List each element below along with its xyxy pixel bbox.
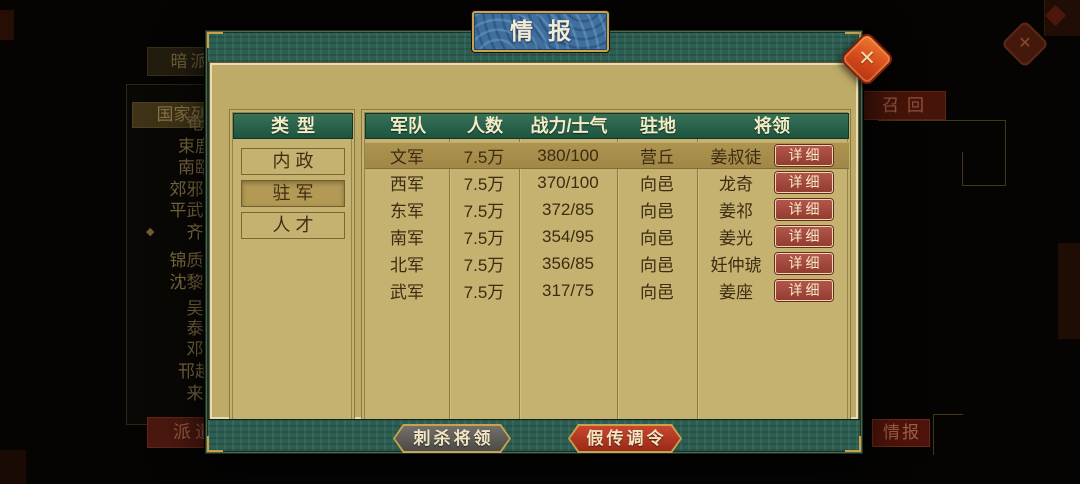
detail-button[interactable]: 详细 [775,280,833,301]
column-divider [617,139,618,444]
recall-button: 召回 [860,91,946,120]
detail-button[interactable]: 详细 [775,253,833,274]
country-item: 邗越 [178,362,212,381]
country-item: 泰 [186,319,204,338]
column-header-station: 驻地 [640,116,676,136]
country-item-selected: 齐 [186,223,204,242]
army-name: 文军 [390,148,424,167]
dialog-corner-ornament [845,436,861,452]
type-panel-header: 类型 [233,113,353,139]
table-row[interactable]: 北军 7.5万 356/85 向邑 妊仲琥 详细 [365,250,849,277]
table-row[interactable]: 文军 7.5万 380/100 营丘 姜叔徒 详细 [365,142,849,169]
scene-decor [0,10,14,40]
dialog-corner-ornament [207,32,223,48]
column-divider [519,139,520,444]
station: 向邑 [640,256,674,275]
intel-dialog: 类型 内政 驻军 人才 军队 人数 战力/士气 驻地 将领 [205,30,863,454]
column-header-power-morale: 战力/士气 [530,116,608,136]
general-name: 龙奇 [719,175,753,194]
dialog-title: 情报 [510,18,586,44]
column-divider [697,139,698,444]
general-name: 姜座 [719,283,753,302]
power-morale: 380/100 [537,145,599,165]
station: 向邑 [640,283,674,302]
troop-count: 7.5万 [463,256,505,275]
type-option-talent[interactable]: 人才 [241,212,345,239]
scene-decor [0,450,26,484]
dialog-body: 类型 内政 驻军 人才 军队 人数 战力/士气 驻地 将领 [210,63,858,447]
army-table-rows: 文军 7.5万 380/100 营丘 姜叔徒 详细 西军 7.5万 370/10… [365,142,849,304]
country-item: 奄 [186,114,204,133]
troop-count: 7.5万 [463,175,505,194]
troop-count: 7.5万 [463,283,505,302]
country-item: 吴 [186,299,204,318]
station: 向邑 [640,202,674,221]
column-header-army: 军队 [390,116,426,136]
army-name: 武军 [390,283,424,302]
station: 营丘 [640,148,674,167]
table-row[interactable]: 武军 7.5万 317/75 向邑 姜座 详细 [365,277,849,304]
selected-country-marker-icon: ◆ [146,226,155,238]
column-header-general: 将领 [754,116,790,136]
table-header-row: 军队 人数 战力/士气 驻地 将领 [365,113,849,139]
power-morale: 370/100 [537,172,599,192]
scene-decor [1058,243,1080,339]
power-morale: 356/85 [542,253,594,273]
country-item: 南臨 [178,158,212,177]
station: 向邑 [640,229,674,248]
fake-transfer-order-button[interactable]: 假传调令 [568,424,682,453]
general-name: 姜光 [719,229,753,248]
assassinate-general-button[interactable]: 刺杀将领 [393,424,511,453]
column-header-count: 人数 [467,116,503,136]
power-morale: 317/75 [542,280,594,300]
troop-count: 7.5万 [463,202,505,221]
detail-button[interactable]: 详细 [775,226,833,247]
dialog-title-plaque: 情报 [472,11,609,52]
army-table-panel: 军队 人数 战力/士气 驻地 将领 文军 7.5万 380/100 营丘 [361,109,851,447]
table-row[interactable]: 西军 7.5万 370/100 向邑 龙奇 详细 [365,169,849,196]
dialog-bottom-bar [208,419,860,451]
station: 向邑 [640,175,674,194]
detail-button[interactable]: 详细 [775,172,833,193]
background-frame-line [962,152,1006,186]
background-frame-line [878,120,1006,186]
intel-button-background: 情报 [872,419,930,447]
army-name: 西军 [390,175,424,194]
general-name: 姜叔徒 [710,148,762,167]
country-item: 来 [186,384,204,403]
table-row[interactable]: 东军 7.5万 372/85 向邑 姜祁 详细 [365,196,849,223]
country-item: 束鹿 [178,137,212,156]
background-close-button: ✕ [1000,19,1050,69]
troop-count: 7.5万 [463,148,505,167]
close-icon: ✕ [1018,35,1032,52]
power-morale: 372/85 [542,199,594,219]
army-name: 东军 [390,202,424,221]
detail-button[interactable]: 详细 [775,145,833,166]
type-option-internal-affairs[interactable]: 内政 [241,148,345,175]
table-row[interactable]: 南军 7.5万 354/95 向邑 姜光 详细 [365,223,849,250]
type-option-garrison[interactable]: 驻军 [241,180,345,207]
army-name: 北军 [390,256,424,275]
type-panel: 类型 内政 驻军 人才 [229,109,355,447]
column-divider [449,139,450,444]
dialog-corner-ornament [207,436,223,452]
army-name: 南军 [390,229,424,248]
detail-button[interactable]: 详细 [775,199,833,220]
general-name: 姜祁 [719,202,753,221]
general-name: 妊仲琥 [710,256,762,275]
country-item: 邓 [186,340,204,359]
close-icon: ✕ [858,47,876,70]
background-frame-line [933,414,963,455]
troop-count: 7.5万 [463,229,505,248]
power-morale: 354/95 [542,226,594,246]
